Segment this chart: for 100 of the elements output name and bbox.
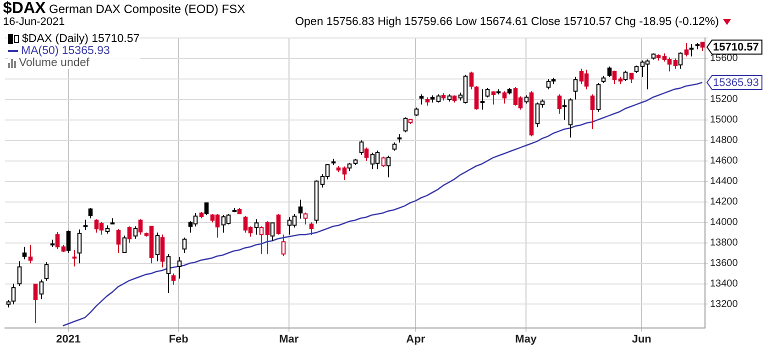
y-tick-label: 13600	[710, 258, 738, 270]
candlestick	[695, 42, 700, 50]
candlestick	[28, 244, 33, 264]
candlestick	[303, 212, 308, 225]
candlestick	[502, 90, 507, 104]
candlestick	[353, 158, 358, 166]
candlestick	[491, 90, 496, 106]
candlestick	[480, 88, 485, 110]
candlestick	[199, 212, 204, 219]
candlestick	[392, 142, 397, 152]
candlestick	[61, 244, 66, 253]
legend-label: MA(50) 15365.93	[20, 45, 111, 57]
candlestick	[430, 94, 435, 104]
candlestick	[50, 239, 55, 248]
y-tick-label: 15200	[710, 94, 738, 106]
y-tick-label: 14200	[710, 196, 738, 208]
y-tick-label: 14400	[710, 176, 738, 188]
candlestick	[656, 54, 661, 62]
candlestick	[276, 214, 281, 236]
candlestick	[83, 219, 88, 231]
candlestick	[237, 207, 242, 215]
candlestick	[171, 273, 176, 286]
candlestick	[270, 222, 275, 242]
candlestick	[474, 86, 479, 110]
candlestick	[414, 107, 419, 116]
candlestick	[155, 232, 160, 262]
y-tick-label: 14800	[710, 135, 738, 146]
candlestick	[425, 96, 430, 106]
candlestick	[133, 226, 138, 240]
x-tick-label: Mar	[279, 333, 300, 346]
candlestick	[447, 94, 452, 102]
candlestick	[122, 235, 127, 254]
x-tick-label: 2021	[56, 333, 81, 346]
candlestick	[623, 70, 628, 82]
y-tick-label: 13800	[710, 238, 738, 249]
candlestick	[436, 94, 441, 104]
x-tick-label: Apr	[406, 333, 426, 346]
candlestick	[72, 249, 77, 267]
candlestick	[441, 92, 446, 101]
candlestick	[673, 58, 678, 70]
candlestick	[314, 180, 319, 224]
candlestick	[678, 52, 683, 70]
candlestick	[177, 256, 182, 280]
candlestick	[524, 94, 529, 104]
candlestick	[281, 234, 286, 257]
candlestick	[562, 98, 567, 120]
candlestick	[612, 70, 617, 85]
candlestick	[347, 162, 352, 172]
legend-label: $DAX (Daily) 15710.57	[21, 33, 140, 45]
candlestick	[11, 283, 16, 305]
candlestick	[127, 226, 132, 244]
candlestick	[601, 75, 606, 84]
x-tick-label: Jun	[632, 333, 652, 346]
candlestick	[469, 71, 474, 90]
candlestick	[629, 72, 634, 84]
candlestick	[336, 166, 341, 173]
chart-subtitle: German DAX Composite (EOD) FSX	[49, 2, 246, 16]
candlestick	[182, 237, 187, 254]
candlestick	[66, 230, 71, 254]
candlestick	[568, 98, 573, 138]
candlestick	[17, 260, 22, 286]
candlestick	[6, 300, 11, 308]
candlestick	[309, 222, 314, 236]
candlestick	[590, 94, 595, 130]
candlestick	[507, 88, 512, 95]
candlestick	[496, 88, 501, 95]
candlestick	[634, 65, 639, 74]
candlestick	[573, 76, 578, 100]
candlestick	[138, 218, 143, 236]
candlestick	[116, 228, 121, 254]
candlestick	[700, 42, 705, 52]
candlestick	[204, 202, 209, 216]
candlestick	[160, 234, 165, 268]
candlestick	[607, 66, 612, 78]
candlestick	[298, 199, 303, 220]
text: 16-Jun-2021	[3, 16, 65, 28]
candlestick	[359, 140, 364, 156]
chart-title: $DAX	[3, 0, 46, 17]
annotation: Volume undef	[18, 57, 90, 69]
candlestick	[33, 283, 38, 324]
y-tick-label: 14600	[710, 156, 738, 167]
y-tick-label: 15000	[710, 114, 738, 126]
candlestick	[331, 158, 336, 166]
candlestick	[77, 228, 82, 264]
y-tick-label: 13400	[710, 278, 738, 290]
candlestick	[166, 254, 171, 294]
candlestick	[529, 90, 534, 137]
candlestick	[364, 147, 369, 162]
candlestick	[452, 94, 457, 104]
candlestick	[88, 207, 93, 219]
candlestick	[55, 232, 60, 250]
candlestick	[596, 82, 601, 112]
candlestick	[689, 44, 694, 57]
text: Open 15756.83 High 15759.66 Low 15674.61 Close 15710.57 Chg -18.95 (-0.12%)	[295, 16, 720, 28]
candlestick	[651, 52, 656, 60]
candlestick	[44, 262, 49, 282]
x-tick-label: May	[515, 333, 538, 346]
candlestick	[684, 42, 689, 57]
text: 15710.57	[713, 42, 759, 54]
text: 15365.93	[713, 76, 759, 89]
